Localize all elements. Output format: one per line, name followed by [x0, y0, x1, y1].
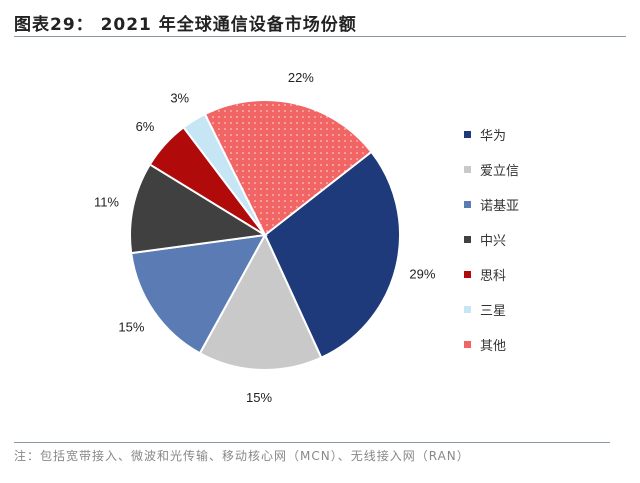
legend-label: 华为: [480, 129, 506, 144]
legend-label: 其他: [480, 339, 506, 354]
pie-slice-3: [129, 163, 268, 255]
legend-label: 三星: [480, 304, 506, 319]
pie-slice-6: [203, 99, 373, 237]
data-label: 6%: [136, 119, 155, 134]
legend-swatch: [464, 166, 471, 173]
legend-swatch: [464, 131, 471, 138]
data-label: 11%: [94, 195, 119, 210]
footnote: 注：包括宽带接入、微波和光传输、移动核心网（MCN）、无线接入网（RAN）: [14, 449, 470, 463]
title-divider: [14, 36, 626, 37]
legend-label: 中兴: [480, 234, 506, 249]
legend-swatch: [464, 306, 471, 313]
legend-swatch: [464, 201, 471, 208]
footer-divider: [14, 442, 610, 443]
legend-label: 思科: [480, 269, 506, 284]
data-label: 15%: [118, 320, 144, 335]
legend-swatch: [464, 271, 471, 278]
legend-label: 诺基亚: [480, 199, 519, 214]
legend-label: 爱立信: [480, 164, 519, 179]
pie-slice-2: [130, 233, 267, 355]
data-label: 3%: [170, 90, 189, 105]
figure-title: 图表29： 2021 年全球通信设备市场份额: [14, 15, 357, 35]
pie-slice-1: [198, 232, 323, 371]
data-label: 29%: [409, 266, 435, 281]
data-label: 22%: [288, 70, 314, 85]
legend-swatch: [464, 341, 471, 348]
data-label: 15%: [246, 390, 272, 405]
legend-swatch: [464, 236, 471, 243]
